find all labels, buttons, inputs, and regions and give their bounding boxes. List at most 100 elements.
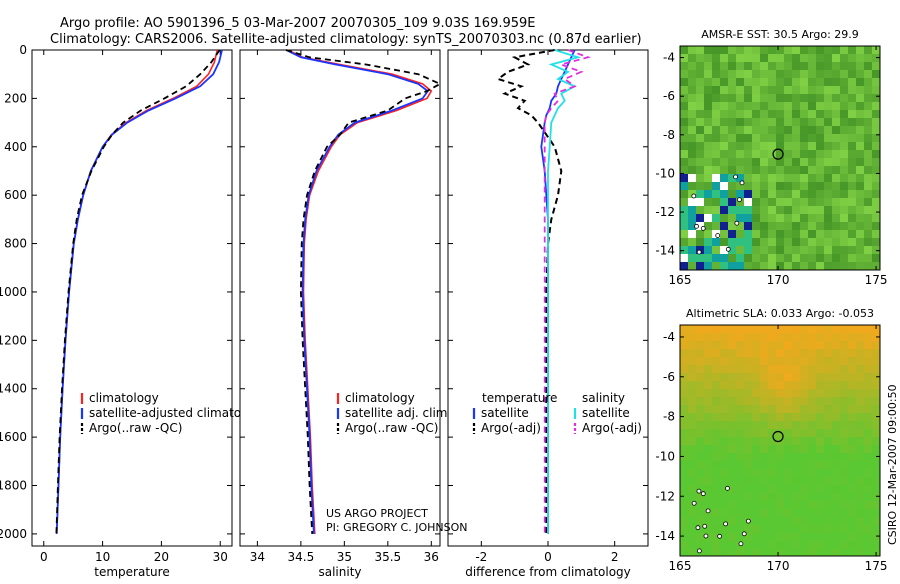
heat-cell <box>736 549 744 556</box>
heat-cell <box>696 142 704 150</box>
heat-cell <box>728 549 736 556</box>
heat-cell <box>712 206 720 214</box>
heat-cell <box>680 254 688 262</box>
heat-cell <box>760 397 768 405</box>
heat-cell <box>872 150 880 158</box>
heat-cell <box>776 373 784 381</box>
heat-cell <box>712 477 720 485</box>
heat-cell <box>760 389 768 397</box>
heat-cell <box>840 365 848 373</box>
heat-cell <box>848 110 856 118</box>
heat-cell <box>696 357 704 365</box>
heat-cell <box>736 357 744 365</box>
heat-cell <box>808 533 816 541</box>
heat-cell <box>728 541 736 549</box>
heat-cell <box>768 413 776 421</box>
heat-cell <box>856 182 864 190</box>
heat-cell <box>688 190 696 198</box>
x-tick-label: 175 <box>865 273 888 287</box>
heat-cell <box>752 381 760 389</box>
heat-cell <box>688 214 696 222</box>
heat-cell <box>824 381 832 389</box>
legend-label: satellite <box>582 406 630 420</box>
heat-cell <box>776 230 784 238</box>
heat-cell <box>872 517 880 525</box>
heat-cell <box>872 485 880 493</box>
temperature-panel: 0 10 20 30020040060080010001200140016001800… <box>0 43 267 579</box>
heat-cell <box>712 509 720 517</box>
heat-cell <box>720 509 728 517</box>
y-tick-label: -8 <box>663 128 675 142</box>
heat-cell <box>696 86 704 94</box>
heat-cell <box>776 86 784 94</box>
heat-cell <box>744 437 752 445</box>
heat-cell <box>848 158 856 166</box>
heat-cell <box>792 254 800 262</box>
heat-cell <box>872 477 880 485</box>
heat-cell <box>848 46 856 54</box>
credit-pi: PI: GREGORY C. JOHNSON <box>326 521 467 534</box>
heat-cell <box>688 453 696 461</box>
heat-cell <box>696 126 704 134</box>
heat-cell <box>712 238 720 246</box>
heat-cell <box>768 246 776 254</box>
heat-cell <box>768 517 776 525</box>
heat-cell <box>768 238 776 246</box>
heat-cell <box>680 62 688 70</box>
heat-cell <box>688 54 696 62</box>
plot-frame <box>31 49 233 547</box>
y-tick-label: 1000 <box>0 285 27 299</box>
heat-cell <box>840 182 848 190</box>
heat-cell <box>784 397 792 405</box>
heat-cell <box>720 445 728 453</box>
heat-cell <box>864 405 872 413</box>
heat-cell <box>704 158 712 166</box>
heat-cell <box>784 166 792 174</box>
heat-cell <box>712 86 720 94</box>
heat-cell <box>864 94 872 102</box>
heat-cell <box>824 118 832 126</box>
heat-cell <box>704 357 712 365</box>
heat-cell <box>808 62 816 70</box>
heat-cell <box>760 70 768 78</box>
heat-cell <box>800 389 808 397</box>
heat-cell <box>744 262 752 270</box>
heat-cell <box>824 373 832 381</box>
heat-cell <box>760 373 768 381</box>
heat-cell <box>696 333 704 341</box>
heat-cell <box>768 469 776 477</box>
heat-cell <box>776 118 784 126</box>
heat-cell <box>760 325 768 333</box>
heat-cell <box>704 437 712 445</box>
island-marker <box>691 193 697 199</box>
heat-cell <box>824 158 832 166</box>
heat-cell <box>864 333 872 341</box>
heat-cell <box>816 174 824 182</box>
heat-cell <box>816 509 824 517</box>
heat-cell <box>744 341 752 349</box>
island-marker <box>738 541 744 547</box>
heat-cell <box>712 533 720 541</box>
heat-cell <box>792 493 800 501</box>
heat-cell <box>760 341 768 349</box>
heat-cell <box>736 453 744 461</box>
heat-cell <box>792 429 800 437</box>
heat-cell <box>848 262 856 270</box>
heat-cell <box>728 373 736 381</box>
heat-cell <box>744 509 752 517</box>
heat-cell <box>792 333 800 341</box>
heat-cell <box>808 158 816 166</box>
heat-cell <box>704 222 712 230</box>
heat-cell <box>728 158 736 166</box>
legend-label: satellite-adjusted climatology <box>89 406 267 420</box>
heat-cell <box>760 469 768 477</box>
heat-cell <box>696 54 704 62</box>
heat-cell <box>736 461 744 469</box>
heat-cell <box>808 365 816 373</box>
heat-cell <box>872 174 880 182</box>
heat-cell <box>840 445 848 453</box>
heat-cell <box>728 78 736 86</box>
heat-cell <box>720 501 728 509</box>
heat-cell <box>712 222 720 230</box>
